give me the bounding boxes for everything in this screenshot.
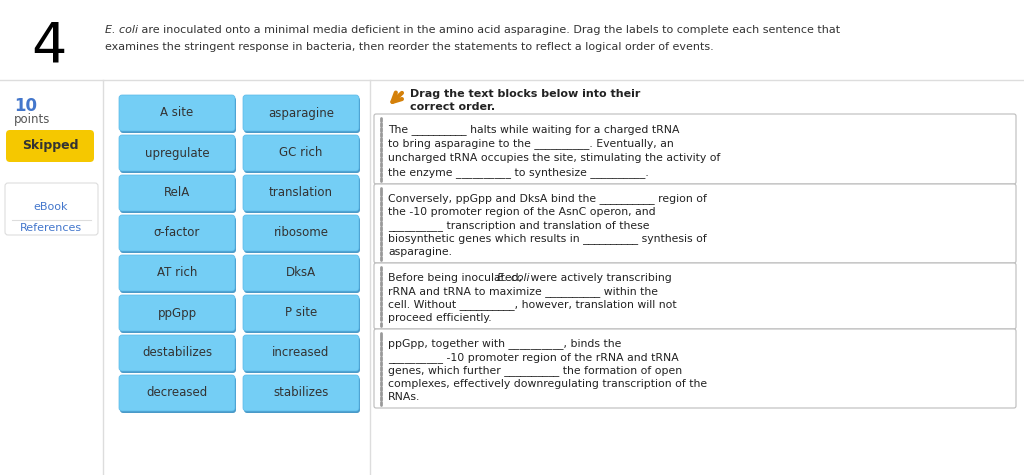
FancyBboxPatch shape [120,297,236,333]
Text: increased: increased [272,346,330,360]
Text: __________ transcription and translation of these: __________ transcription and translation… [388,220,649,231]
Bar [370,80,1024,475]
FancyBboxPatch shape [120,137,236,173]
FancyBboxPatch shape [243,255,359,291]
FancyBboxPatch shape [244,377,360,413]
FancyBboxPatch shape [119,215,234,251]
Text: correct order.: correct order. [410,102,496,112]
Text: translation: translation [269,187,333,200]
Text: Drag the text blocks below into their: Drag the text blocks below into their [410,89,640,99]
FancyBboxPatch shape [120,97,236,133]
FancyBboxPatch shape [4,3,94,81]
FancyBboxPatch shape [119,135,234,171]
Text: References: References [19,223,82,233]
Text: destabilizes: destabilizes [142,346,212,360]
FancyBboxPatch shape [244,217,360,253]
FancyBboxPatch shape [120,377,236,413]
FancyBboxPatch shape [243,295,359,331]
Text: AT rich: AT rich [157,266,198,279]
Text: decreased: decreased [146,387,208,399]
Text: 10: 10 [14,97,37,115]
FancyBboxPatch shape [119,255,234,291]
FancyBboxPatch shape [119,295,234,331]
Text: The __________ halts while waiting for a charged tRNA: The __________ halts while waiting for a… [388,124,680,135]
Bar [103,80,373,475]
Text: RelA: RelA [164,187,190,200]
Text: ribosome: ribosome [273,227,329,239]
FancyBboxPatch shape [120,217,236,253]
Text: asparagine: asparagine [268,106,334,120]
FancyBboxPatch shape [374,184,1016,263]
Text: rRNA and tRNA to maximize __________ within the: rRNA and tRNA to maximize __________ wit… [388,286,658,297]
Text: P site: P site [285,306,317,320]
FancyBboxPatch shape [119,335,234,371]
Text: upregulate: upregulate [144,146,209,160]
Text: complexes, effectively downregulating transcription of the: complexes, effectively downregulating tr… [388,379,708,389]
FancyBboxPatch shape [5,183,98,235]
FancyBboxPatch shape [244,337,360,373]
Text: GC rich: GC rich [280,146,323,160]
FancyBboxPatch shape [244,177,360,213]
Text: Conversely, ppGpp and DksA bind the __________ region of: Conversely, ppGpp and DksA bind the ____… [388,193,707,204]
FancyBboxPatch shape [374,114,1016,184]
FancyBboxPatch shape [374,329,1016,408]
FancyBboxPatch shape [243,135,359,171]
FancyBboxPatch shape [119,95,234,131]
Text: eBook: eBook [34,202,69,212]
Text: ppGpp: ppGpp [158,306,197,320]
FancyBboxPatch shape [244,97,360,133]
Text: asparagine.: asparagine. [388,247,452,257]
Text: the enzyme __________ to synthesize __________.: the enzyme __________ to synthesize ____… [388,167,649,178]
FancyBboxPatch shape [243,215,359,251]
FancyBboxPatch shape [244,297,360,333]
FancyBboxPatch shape [6,130,94,162]
FancyBboxPatch shape [243,95,359,131]
Text: E. coli: E. coli [497,273,529,283]
FancyBboxPatch shape [243,375,359,411]
Text: 4: 4 [32,19,67,73]
FancyBboxPatch shape [119,375,234,411]
Text: RNAs.: RNAs. [388,392,421,402]
FancyBboxPatch shape [244,257,360,293]
Text: A site: A site [161,106,194,120]
FancyBboxPatch shape [243,175,359,211]
FancyBboxPatch shape [244,137,360,173]
Text: points: points [14,113,50,126]
Text: σ-factor: σ-factor [154,227,200,239]
Text: were actively transcribing: were actively transcribing [527,273,672,283]
Text: DksA: DksA [286,266,316,279]
Bar [0,0,1024,80]
Text: stabilizes: stabilizes [273,387,329,399]
Text: Before being inoculated,: Before being inoculated, [388,273,525,283]
Text: uncharged tRNA occupies the site, stimulating the activity of: uncharged tRNA occupies the site, stimul… [388,153,720,163]
Text: Skipped: Skipped [22,140,78,152]
Text: proceed efficiently.: proceed efficiently. [388,313,492,323]
FancyBboxPatch shape [119,175,234,211]
Text: biosynthetic genes which results in __________ synthesis of: biosynthetic genes which results in ____… [388,233,707,244]
Text: to bring asparagine to the __________. Eventually, an: to bring asparagine to the __________. E… [388,138,674,149]
Bar [0,0,105,475]
Text: E. coli: E. coli [105,25,138,35]
Text: __________ -10 promoter region of the rRNA and tRNA: __________ -10 promoter region of the rR… [388,352,679,362]
Text: genes, which further __________ the formation of open: genes, which further __________ the form… [388,365,682,376]
Text: examines the stringent response in bacteria, then reorder the statements to refl: examines the stringent response in bacte… [105,42,714,52]
Text: the -10 promoter region of the AsnC operon, and: the -10 promoter region of the AsnC oper… [388,207,655,217]
Text: ppGpp, together with __________, binds the: ppGpp, together with __________, binds t… [388,338,622,349]
FancyBboxPatch shape [120,257,236,293]
FancyBboxPatch shape [243,335,359,371]
FancyBboxPatch shape [120,337,236,373]
FancyBboxPatch shape [120,177,236,213]
FancyBboxPatch shape [374,263,1016,329]
Text: are inoculated onto a minimal media deficient in the amino acid asparagine. Drag: are inoculated onto a minimal media defi… [138,25,840,35]
Text: cell. Without __________, however, translation will not: cell. Without __________, however, trans… [388,299,677,310]
